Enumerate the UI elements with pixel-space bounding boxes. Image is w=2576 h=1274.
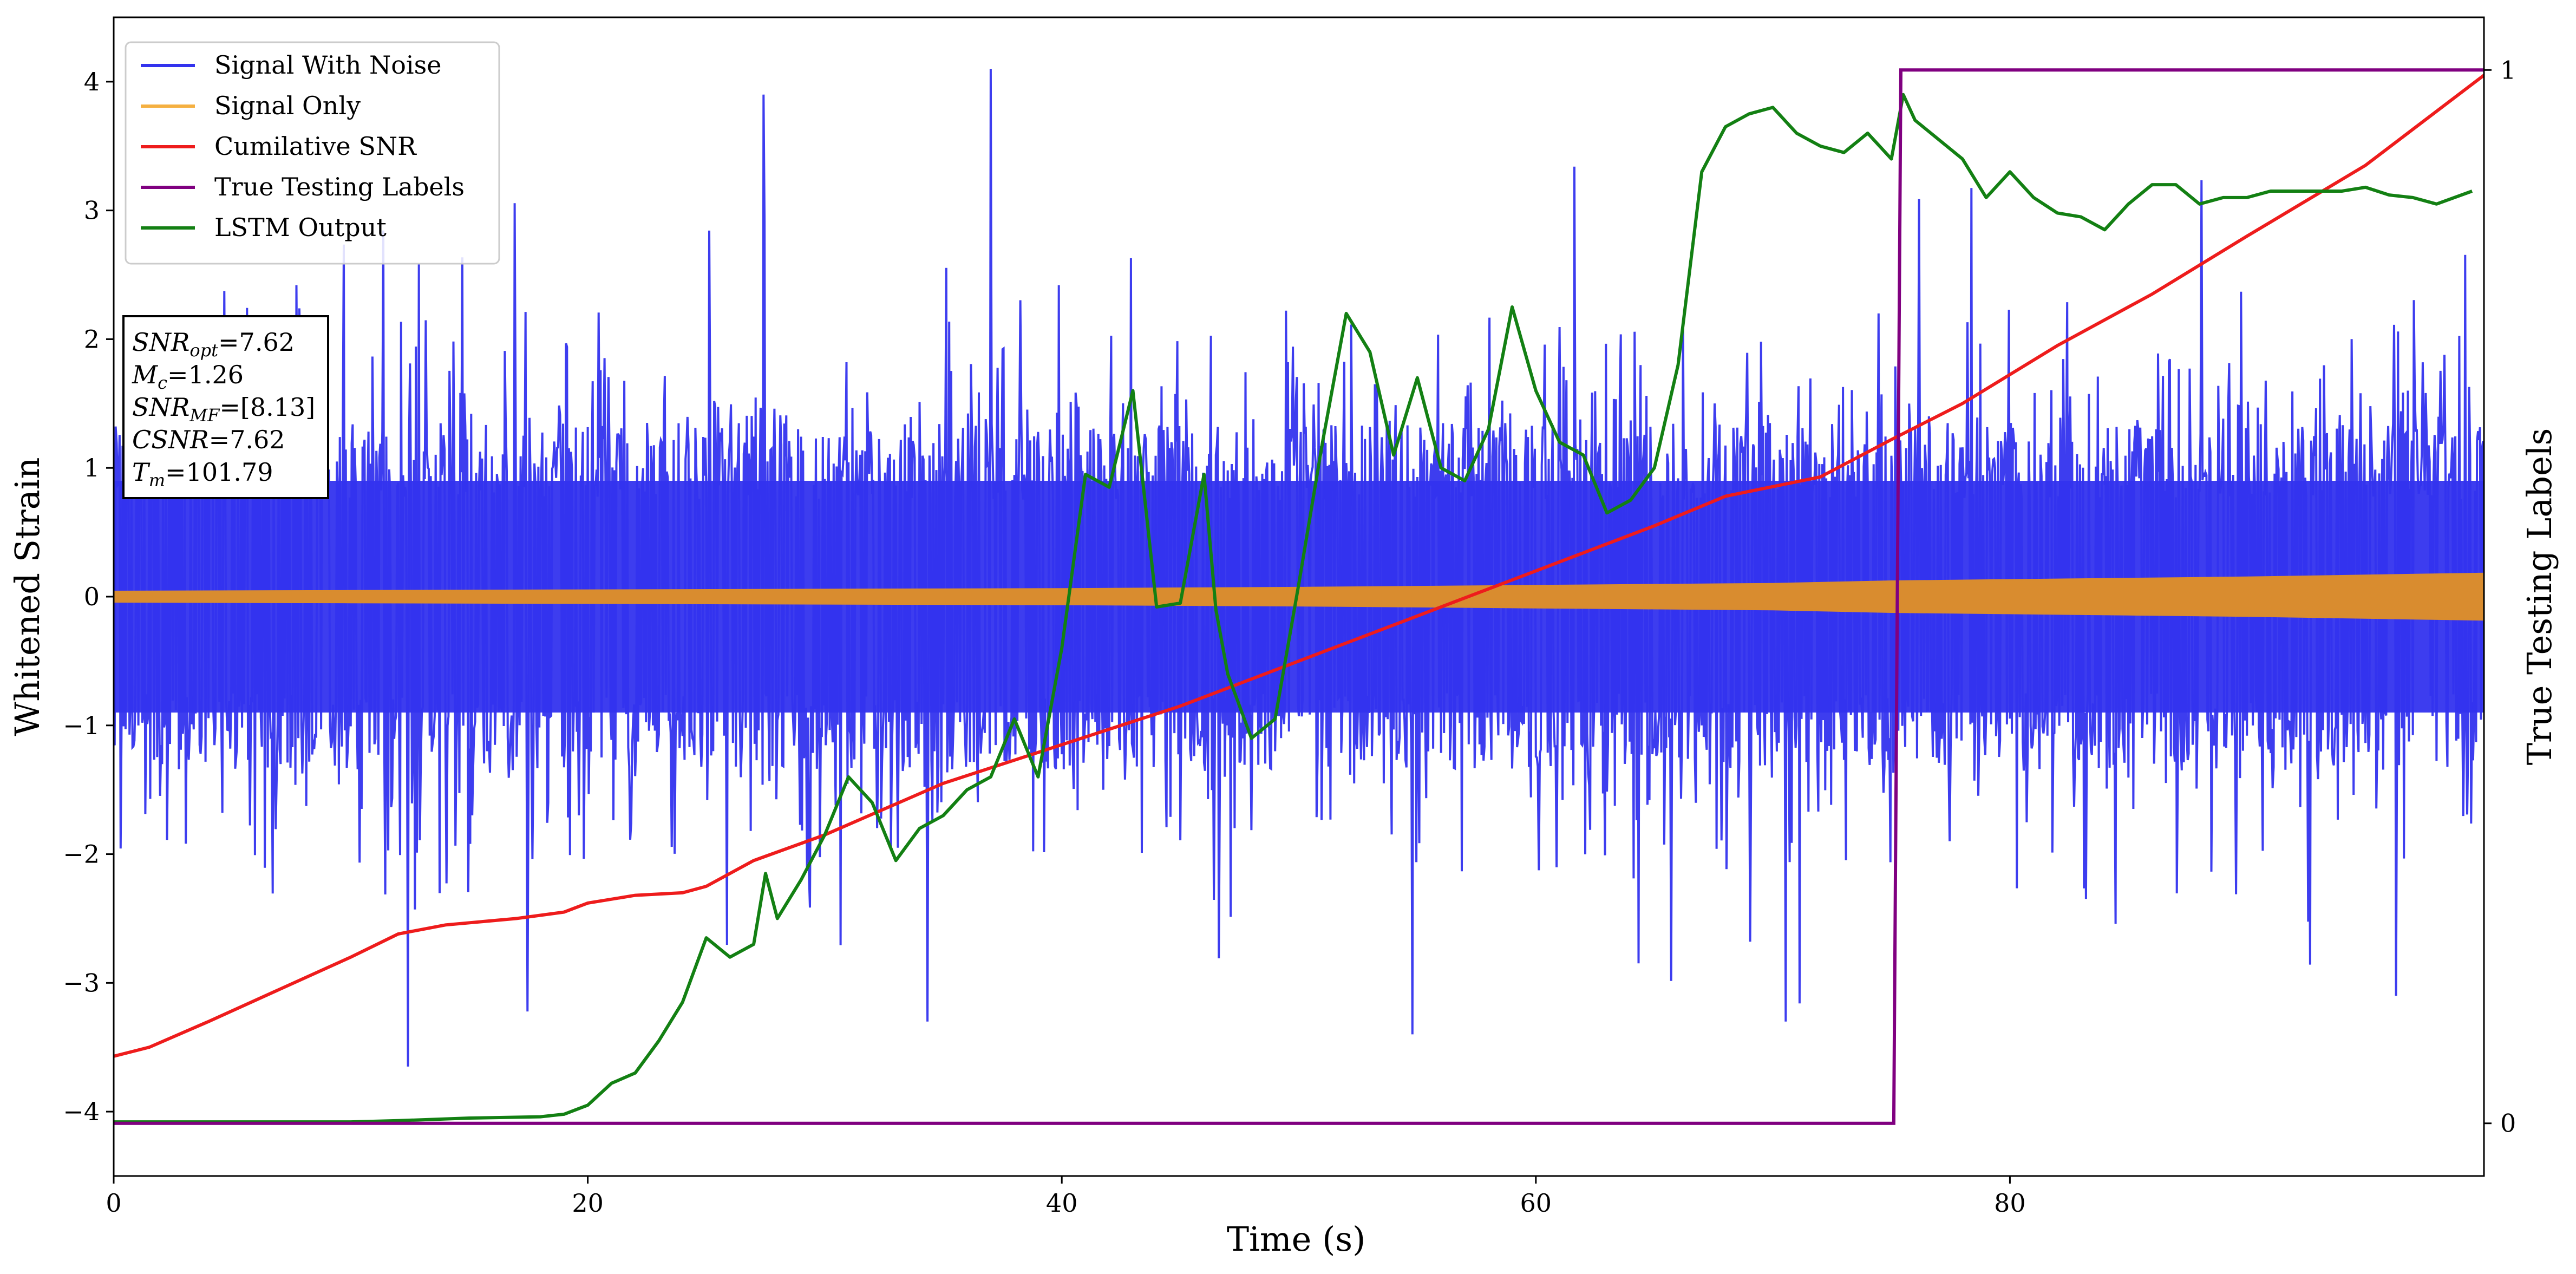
y-tick-label: 1	[84, 453, 100, 482]
annotation-line: Mc=1.26	[132, 360, 244, 393]
y-tick-label: −2	[63, 840, 100, 869]
annotation-line: Tm=101.79	[132, 458, 273, 491]
legend-label: Signal With Noise	[214, 50, 441, 80]
true-testing-labels-line	[114, 68, 2484, 1125]
y2-axis-label: True Testing Labels	[2520, 428, 2559, 766]
y-tick-label: −4	[63, 1097, 100, 1126]
signal-with-noise-line	[114, 69, 2484, 1067]
legend-label: Cumilative SNR	[214, 132, 417, 161]
y-tick-label: 2	[84, 324, 100, 354]
y-tick-label: 0	[84, 582, 100, 611]
y-tick-label: −3	[63, 968, 100, 997]
annotation-line: SNRMF=[8.13]	[132, 393, 315, 426]
y2-tick-label: 0	[2500, 1109, 2516, 1138]
y-tick-label: 4	[84, 67, 100, 96]
x-axis-label: Time (s)	[1227, 1219, 1366, 1259]
y-tick-label: 3	[84, 196, 100, 225]
legend-frame	[125, 41, 500, 265]
lstm-output-line	[114, 93, 2473, 1124]
legend-label: LSTM Output	[214, 213, 387, 242]
cumulative-snr-line	[114, 74, 2484, 1058]
x-tick-label: 40	[1046, 1188, 1078, 1218]
annotation-frame	[122, 315, 329, 499]
y-axis-label: Whitened Strain	[8, 458, 47, 736]
plot-area	[114, 68, 2484, 1125]
legend-label: True Testing Labels	[214, 172, 465, 201]
y2-tick-label: 1	[2500, 55, 2516, 84]
annotation-line: CSNR=7.62	[132, 425, 285, 454]
x-tick-label: 20	[572, 1188, 604, 1218]
signal-only-band	[114, 572, 2484, 621]
y-tick-label: −1	[63, 711, 100, 740]
legend: Signal With Noise Signal Only Cumilative S…	[125, 41, 500, 265]
x-tick-label: 80	[1994, 1188, 2026, 1218]
x-tick-label: 60	[1520, 1188, 1552, 1218]
annotation-line: SNRopt=7.62	[132, 328, 295, 361]
x-tick-label: 0	[106, 1188, 121, 1218]
legend-label: Signal Only	[214, 91, 361, 120]
